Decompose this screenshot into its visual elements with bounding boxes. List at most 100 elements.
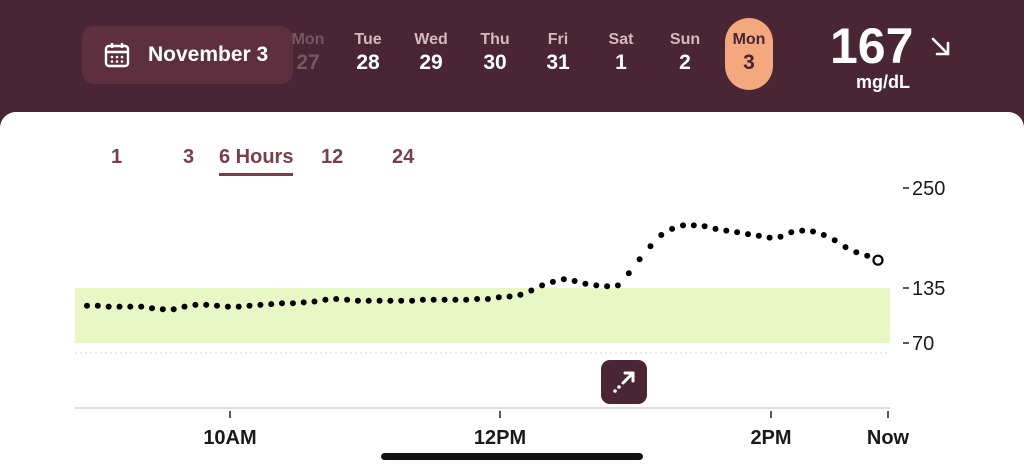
day-of-week: Sun: [669, 31, 701, 48]
day-strip[interactable]: Mon 27 Tue 28 Wed 29 Thu 30 Fri 31 Sat 1…: [0, 18, 1024, 100]
glucose-point: [669, 225, 676, 232]
glucose-point: [604, 283, 611, 290]
range-tab-3h[interactable]: 3: [183, 146, 195, 168]
glucose-point: [181, 303, 188, 310]
x-tick-label: 10AM: [203, 427, 256, 449]
glucose-point: [788, 229, 795, 236]
glucose-point: [84, 302, 90, 309]
glucose-point: [138, 303, 145, 310]
day-item[interactable]: Sun 2: [660, 30, 710, 76]
day-number: 27: [296, 51, 320, 74]
glucose-point: [463, 296, 470, 303]
glucose-point: [365, 297, 372, 304]
glucose-point: [680, 222, 686, 229]
range-tab-24h[interactable]: 24: [392, 146, 415, 168]
glucose-point: [517, 291, 524, 298]
glucose-point: [766, 234, 773, 241]
glucose-point: [571, 278, 578, 284]
glucose-point: [582, 280, 589, 287]
day-of-week: Thu: [480, 31, 510, 48]
glucose-point: [842, 244, 849, 251]
glucose-point: [105, 303, 112, 310]
y-tick-label: 250: [912, 178, 945, 200]
arrow-down-right-icon: [931, 37, 950, 56]
glucose-point: [214, 302, 220, 309]
y-tick-label: 135: [912, 278, 945, 300]
day-item[interactable]: Sat 1: [596, 30, 646, 76]
glucose-point: [549, 278, 556, 285]
glucose-point: [344, 296, 351, 303]
day-of-week: Mon: [291, 31, 325, 48]
glucose-point: [712, 225, 719, 232]
expand-chart-button[interactable]: [601, 360, 647, 404]
glucose-point: [647, 243, 654, 250]
glucose-point: [203, 301, 210, 308]
glucose-point: [506, 293, 513, 300]
glucose-point: [322, 296, 329, 303]
day-of-week: Mon: [732, 31, 766, 48]
glucose-point: [333, 296, 340, 302]
glucose-point: [311, 298, 318, 305]
day-item[interactable]: Mon 27: [283, 30, 333, 76]
current-reading: 167 mg/dL: [830, 18, 980, 98]
glucose-point: [409, 297, 416, 304]
glucose-point: [777, 233, 784, 240]
glucose-point: [257, 301, 264, 308]
range-tab-6h[interactable]: 6 Hours: [219, 146, 294, 176]
day-number: 31: [546, 51, 570, 74]
x-axis-ticks: 10AM 12PM 2PM Now: [203, 411, 910, 449]
glucose-point: [235, 303, 242, 310]
glucose-point: [614, 282, 621, 289]
glucose-point: [398, 297, 405, 304]
glucose-point: [831, 237, 838, 244]
glucose-point: [864, 252, 871, 259]
range-tabs[interactable]: 1 3 6 Hours 12 24: [0, 146, 600, 180]
glucose-point: [170, 306, 177, 313]
glucose-point: [116, 303, 123, 310]
day-of-week: Tue: [354, 31, 382, 48]
glucose-point: [872, 254, 884, 266]
day-number: 1: [615, 51, 627, 74]
selected-date-label: November 3: [148, 43, 269, 66]
glucose-point: [387, 297, 394, 304]
glucose-point: [159, 306, 166, 313]
glucose-point: [192, 301, 199, 308]
glucose-point: [354, 297, 361, 304]
y-axis-ticks: 250 135 70: [903, 178, 945, 355]
glucose-point: [539, 282, 546, 289]
glucose-point: [734, 229, 741, 236]
glucose-unit: mg/dL: [856, 72, 910, 92]
glucose-point: [419, 296, 426, 303]
expand-diagonal-icon: [613, 371, 635, 393]
range-tab-12h[interactable]: 12: [321, 146, 344, 168]
date-picker-button[interactable]: November 3: [82, 26, 293, 84]
glucose-point: [593, 282, 600, 289]
glucose-point: [376, 297, 383, 304]
glucose-point: [755, 232, 762, 239]
glucose-point: [430, 296, 437, 303]
glucose-value: 167: [830, 18, 914, 74]
y-tick-label: 70: [912, 333, 934, 355]
glucose-point: [495, 294, 502, 301]
glucose-point: [658, 232, 665, 238]
range-tab-1h[interactable]: 1: [111, 146, 123, 168]
day-item[interactable]: Wed 29: [406, 30, 456, 76]
glucose-point: [474, 296, 481, 302]
glucose-point: [820, 232, 827, 238]
day-item[interactable]: Thu 30: [470, 30, 520, 76]
day-number: 2: [679, 51, 691, 74]
glucose-points: [84, 222, 884, 313]
glucose-point: [289, 300, 296, 307]
glucose-point: [452, 296, 459, 303]
glucose-point: [224, 303, 231, 310]
x-tick-label: Now: [867, 427, 910, 449]
day-item[interactable]: Tue 28: [343, 30, 393, 76]
day-number: 28: [356, 51, 380, 74]
glucose-point: [94, 302, 101, 309]
day-of-week: Wed: [414, 31, 448, 48]
day-item[interactable]: Fri 31: [533, 30, 583, 76]
glucose-point: [636, 256, 643, 263]
glucose-point: [723, 227, 730, 234]
day-item-selected[interactable]: Mon 3: [725, 18, 773, 90]
glucose-point: [560, 276, 567, 283]
